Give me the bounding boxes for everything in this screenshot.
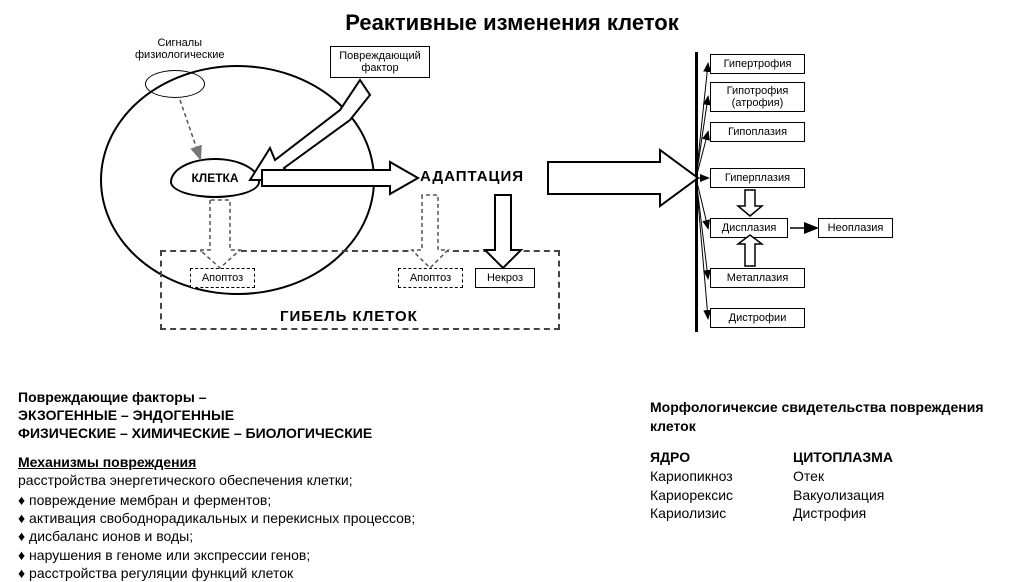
rt-header: Морфологичексие свидетельства повреждени… <box>650 398 1010 436</box>
rc-hypotrophy: Гипотрофия (атрофия) <box>710 82 805 112</box>
right-column-bar <box>695 52 698 332</box>
rt-col1-head: ЯДРО <box>650 448 733 467</box>
rc-hypoplasia: Гипоплазия <box>710 122 805 142</box>
lt-mech-header: Механизмы повреждения <box>18 453 578 471</box>
rt-col2-head: ЦИТОПЛАЗМА <box>793 448 893 467</box>
rt-col2-i: Отек <box>793 467 893 486</box>
lt-l2: ЭКЗОГЕННЫЕ – ЭНДОГЕННЫЕ <box>18 406 578 424</box>
rt-col1: ЯДРО Кариопикноз Кариорексис Кариолизис <box>650 448 733 524</box>
lt-item: активация свободнорадикальных и перекисн… <box>18 509 578 527</box>
lt-item: повреждение мембран и ферментов; <box>18 491 578 509</box>
cell-node: КЛЕТКА <box>170 158 260 198</box>
diagram-area: Сигналы физиологические Повреждающий фак… <box>100 40 960 360</box>
rc-hypertrophy: Гипертрофия <box>710 54 805 74</box>
lt-l1: Повреждающие факторы – <box>18 388 578 406</box>
adaptation-label: АДАПТАЦИЯ <box>420 168 524 185</box>
damaging-factor-box: Повреждающий фактор <box>330 46 430 78</box>
right-text-block: Морфологичексие свидетельства повреждени… <box>650 398 1010 523</box>
rc-neoplasia: Неоплазия <box>818 218 893 238</box>
rc-hyperplasia: Гиперплазия <box>710 168 805 188</box>
rt-col1-i: Кариорексис <box>650 486 733 505</box>
apoptosis-box-1: Апоптоз <box>190 268 255 288</box>
rc-dystrophy: Дистрофии <box>710 308 805 328</box>
necrosis-box: Некроз <box>475 268 535 288</box>
lt-mech-list: повреждение мембран и ферментов; активац… <box>18 491 578 582</box>
page-title: Реактивные изменения клеток <box>0 10 1024 36</box>
lt-mech0: расстройства энергетического обеспечения… <box>18 471 578 489</box>
rc-dysplasia: Дисплазия <box>710 218 788 238</box>
left-text-block: Повреждающие факторы – ЭКЗОГЕННЫЕ – ЭНДО… <box>18 388 578 582</box>
death-label: ГИБЕЛЬ КЛЕТОК <box>280 308 418 325</box>
signals-label: Сигналы физиологические <box>135 37 225 61</box>
rt-col2: ЦИТОПЛАЗМА Отек Вакуолизация Дистрофия <box>793 448 893 524</box>
lt-item: дисбаланс ионов и воды; <box>18 527 578 545</box>
signals-oval <box>145 70 205 98</box>
apoptosis-box-2: Апоптоз <box>398 268 463 288</box>
rt-col2-i: Вакуолизация <box>793 486 893 505</box>
lt-item: нарушения в геноме или экспрессии генов; <box>18 546 578 564</box>
rt-col1-i: Кариопикноз <box>650 467 733 486</box>
lt-l3: ФИЗИЧЕСКИЕ – ХИМИЧЕСКИЕ – БИОЛОГИЧЕСКИЕ <box>18 424 578 442</box>
rt-col2-i: Дистрофия <box>793 504 893 523</box>
lt-item: расстройства регуляции функций клеток <box>18 564 578 582</box>
rt-col1-i: Кариолизис <box>650 504 733 523</box>
rc-metaplasia: Метаплазия <box>710 268 805 288</box>
